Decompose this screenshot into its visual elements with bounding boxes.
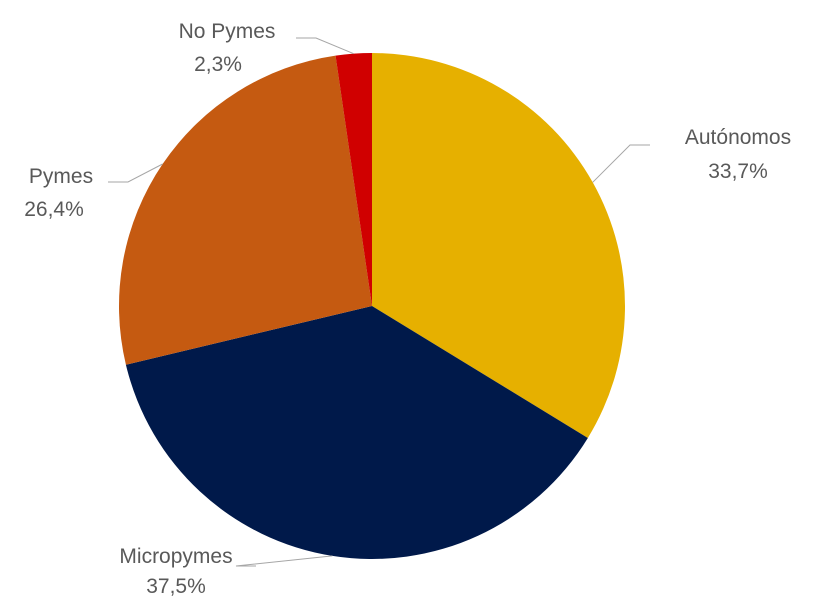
leader-lines — [108, 37, 650, 567]
leader-line-autonomos — [592, 144, 650, 183]
pie-slices — [118, 53, 625, 559]
pie-slice-nopymes — [335, 53, 372, 306]
leader-line-micropymes — [235, 555, 333, 567]
slice-label-pymes-value: 26,4% — [24, 198, 84, 221]
leader-line-pymes — [108, 163, 163, 183]
pie-slice-autonomos — [372, 53, 625, 438]
slice-label-pymes-name: Pymes — [29, 165, 93, 188]
slice-label-micropymes-name: Micropymes — [119, 545, 232, 568]
leader-line-nopymes — [296, 37, 354, 55]
slice-label-nopymes-value: 2,3% — [194, 53, 242, 76]
slice-label-autonomos-name: Autónomos — [685, 126, 791, 149]
slice-label-micropymes-value: 37,5% — [146, 575, 206, 598]
slice-label-nopymes-name: No Pymes — [179, 20, 276, 43]
pie-slice-pymes — [118, 55, 372, 365]
slice-label-autonomos-value: 33,7% — [708, 160, 768, 183]
pie-slice-micropymes — [125, 306, 588, 559]
